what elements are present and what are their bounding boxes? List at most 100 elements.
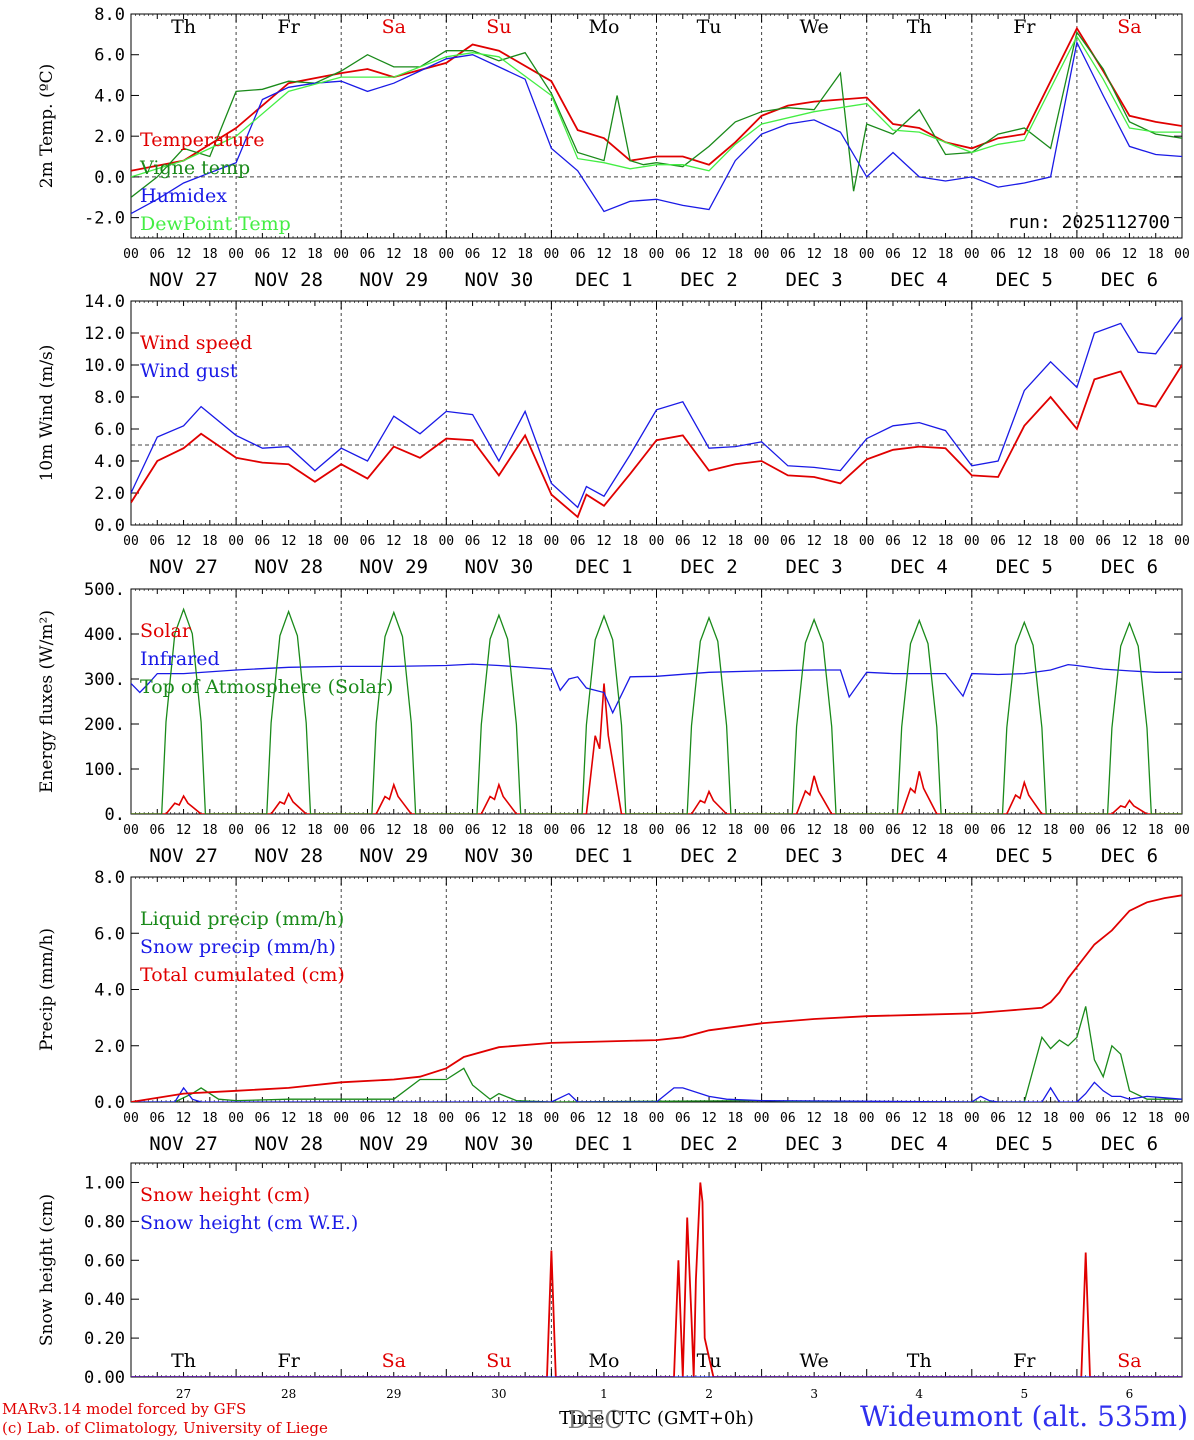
- legend-entry: Infrared: [140, 648, 220, 670]
- hour-tick-label: 06: [990, 1111, 1006, 1126]
- hour-tick-label: 06: [990, 534, 1006, 549]
- legend-entry: Vigne temp: [139, 157, 250, 179]
- hour-tick-label: 12: [1017, 534, 1033, 549]
- hour-tick-label: 00: [859, 247, 875, 262]
- y-tick-label: 2.0: [94, 127, 125, 147]
- hour-tick-label: 18: [833, 534, 849, 549]
- date-label: DEC 6: [1101, 845, 1158, 867]
- hour-tick-label: 06: [1095, 823, 1111, 838]
- hour-tick-label: 12: [1017, 1111, 1033, 1126]
- y-tick-label: 0.00: [84, 1368, 125, 1388]
- hour-tick-label: 06: [780, 247, 796, 262]
- date-label: DEC 4: [891, 845, 948, 867]
- hour-tick-label: 18: [307, 534, 323, 549]
- series-total-cumulated-cm: [131, 894, 1182, 1102]
- hour-tick-label: 12: [596, 823, 612, 838]
- y-axis-label: 10m Wind (m/s): [37, 345, 57, 482]
- weekday-label: Sa: [382, 1350, 406, 1372]
- y-tick-label: 2.0: [94, 1037, 125, 1057]
- date-label: DEC 3: [786, 556, 843, 578]
- y-tick-label: 100.: [84, 760, 125, 780]
- y-tick-label: 2.0: [94, 484, 125, 504]
- hour-tick-label: 06: [780, 823, 796, 838]
- hour-tick-label: 00: [1069, 247, 1085, 262]
- y-axis-label: Energy fluxes (W/m²): [37, 610, 57, 793]
- date-label: DEC 5: [996, 1133, 1053, 1155]
- series-vigne-temp: [131, 30, 1182, 198]
- y-tick-label: 500.: [84, 580, 125, 600]
- weekday-label: Th: [171, 16, 196, 38]
- date-label: NOV 28: [254, 1133, 323, 1155]
- hour-tick-label: 12: [911, 247, 927, 262]
- hour-tick-label: 18: [412, 823, 428, 838]
- hour-tick-label: 12: [1122, 534, 1138, 549]
- hour-tick-label: 12: [176, 534, 192, 549]
- hour-tick-label: 00: [123, 534, 139, 549]
- hour-tick-label: 00: [544, 823, 560, 838]
- hour-tick-label: 18: [307, 823, 323, 838]
- hour-tick-label: 12: [911, 1111, 927, 1126]
- legend-entry: Liquid precip (mm/h): [140, 908, 344, 930]
- y-tick-label: 0.40: [84, 1290, 125, 1310]
- date-label: DEC 2: [680, 269, 737, 291]
- hour-tick-label: 12: [806, 534, 822, 549]
- hour-tick-label: 18: [1043, 534, 1059, 549]
- hour-tick-label: 12: [596, 1111, 612, 1126]
- weekday-label: Th: [171, 1350, 196, 1372]
- lab-credit: (c) Lab. of Climatology, University of L…: [2, 1419, 328, 1437]
- hour-tick-label: 12: [491, 534, 507, 549]
- hour-tick-label: 12: [1122, 1111, 1138, 1126]
- hour-tick-label: 12: [386, 1111, 402, 1126]
- hour-tick-label: 06: [149, 823, 165, 838]
- hour-tick-label: 06: [570, 1111, 586, 1126]
- hour-tick-label: 00: [438, 823, 454, 838]
- hour-tick-label: 06: [255, 247, 271, 262]
- hour-tick-label: 00: [1069, 823, 1085, 838]
- panel-frame: [130, 300, 1183, 526]
- hour-tick-label: 00: [1174, 534, 1190, 549]
- hour-tick-label: 18: [517, 247, 533, 262]
- date-label: DEC 1: [575, 845, 632, 867]
- series-humidex: [131, 40, 1182, 215]
- hour-tick-label: 12: [1017, 823, 1033, 838]
- hour-tick-label: 12: [281, 823, 297, 838]
- hour-tick-label: 18: [727, 1111, 743, 1126]
- legend-entry: Snow precip (mm/h): [140, 936, 336, 958]
- weekday-label: Th: [907, 16, 932, 38]
- hour-tick-label: 06: [570, 823, 586, 838]
- hour-tick-label: 06: [465, 247, 481, 262]
- y-tick-label: 6.0: [94, 924, 125, 944]
- hour-tick-label: 00: [228, 1111, 244, 1126]
- weekday-label: We: [800, 1350, 829, 1372]
- y-tick-label: 6.0: [94, 46, 125, 66]
- hour-tick-label: 06: [780, 534, 796, 549]
- hour-tick-label: 18: [833, 247, 849, 262]
- hour-tick-label: 12: [176, 823, 192, 838]
- hour-tick-label: 12: [596, 247, 612, 262]
- hour-tick-label: 18: [938, 247, 954, 262]
- y-tick-label: 0.20: [84, 1329, 125, 1349]
- legend-entry: Temperature: [140, 129, 264, 151]
- hour-tick-label: 18: [1148, 1111, 1164, 1126]
- y-tick-label: 4.0: [94, 86, 125, 106]
- weekday-label: Su: [486, 16, 511, 38]
- hour-tick-label: 18: [412, 1111, 428, 1126]
- hour-tick-label: 06: [1095, 1111, 1111, 1126]
- series-dewpoint-temp: [131, 35, 1182, 178]
- station-name: Wideumont (alt. 535m): [860, 1400, 1188, 1433]
- hour-tick-label: 06: [149, 247, 165, 262]
- hour-tick-label: 12: [806, 1111, 822, 1126]
- day-number-label: 29: [386, 1387, 401, 1401]
- y-tick-label: 4.0: [94, 452, 125, 472]
- hour-tick-label: 12: [491, 1111, 507, 1126]
- hour-tick-label: 18: [727, 534, 743, 549]
- date-label: DEC 1: [575, 556, 632, 578]
- y-tick-label: 200.: [84, 715, 125, 735]
- hour-tick-label: 00: [859, 823, 875, 838]
- hour-tick-label: 12: [1122, 823, 1138, 838]
- y-tick-label: 0.: [105, 805, 125, 825]
- legend-entry: Snow height (cm W.E.): [140, 1212, 358, 1234]
- weekday-label: Fr: [278, 1350, 301, 1372]
